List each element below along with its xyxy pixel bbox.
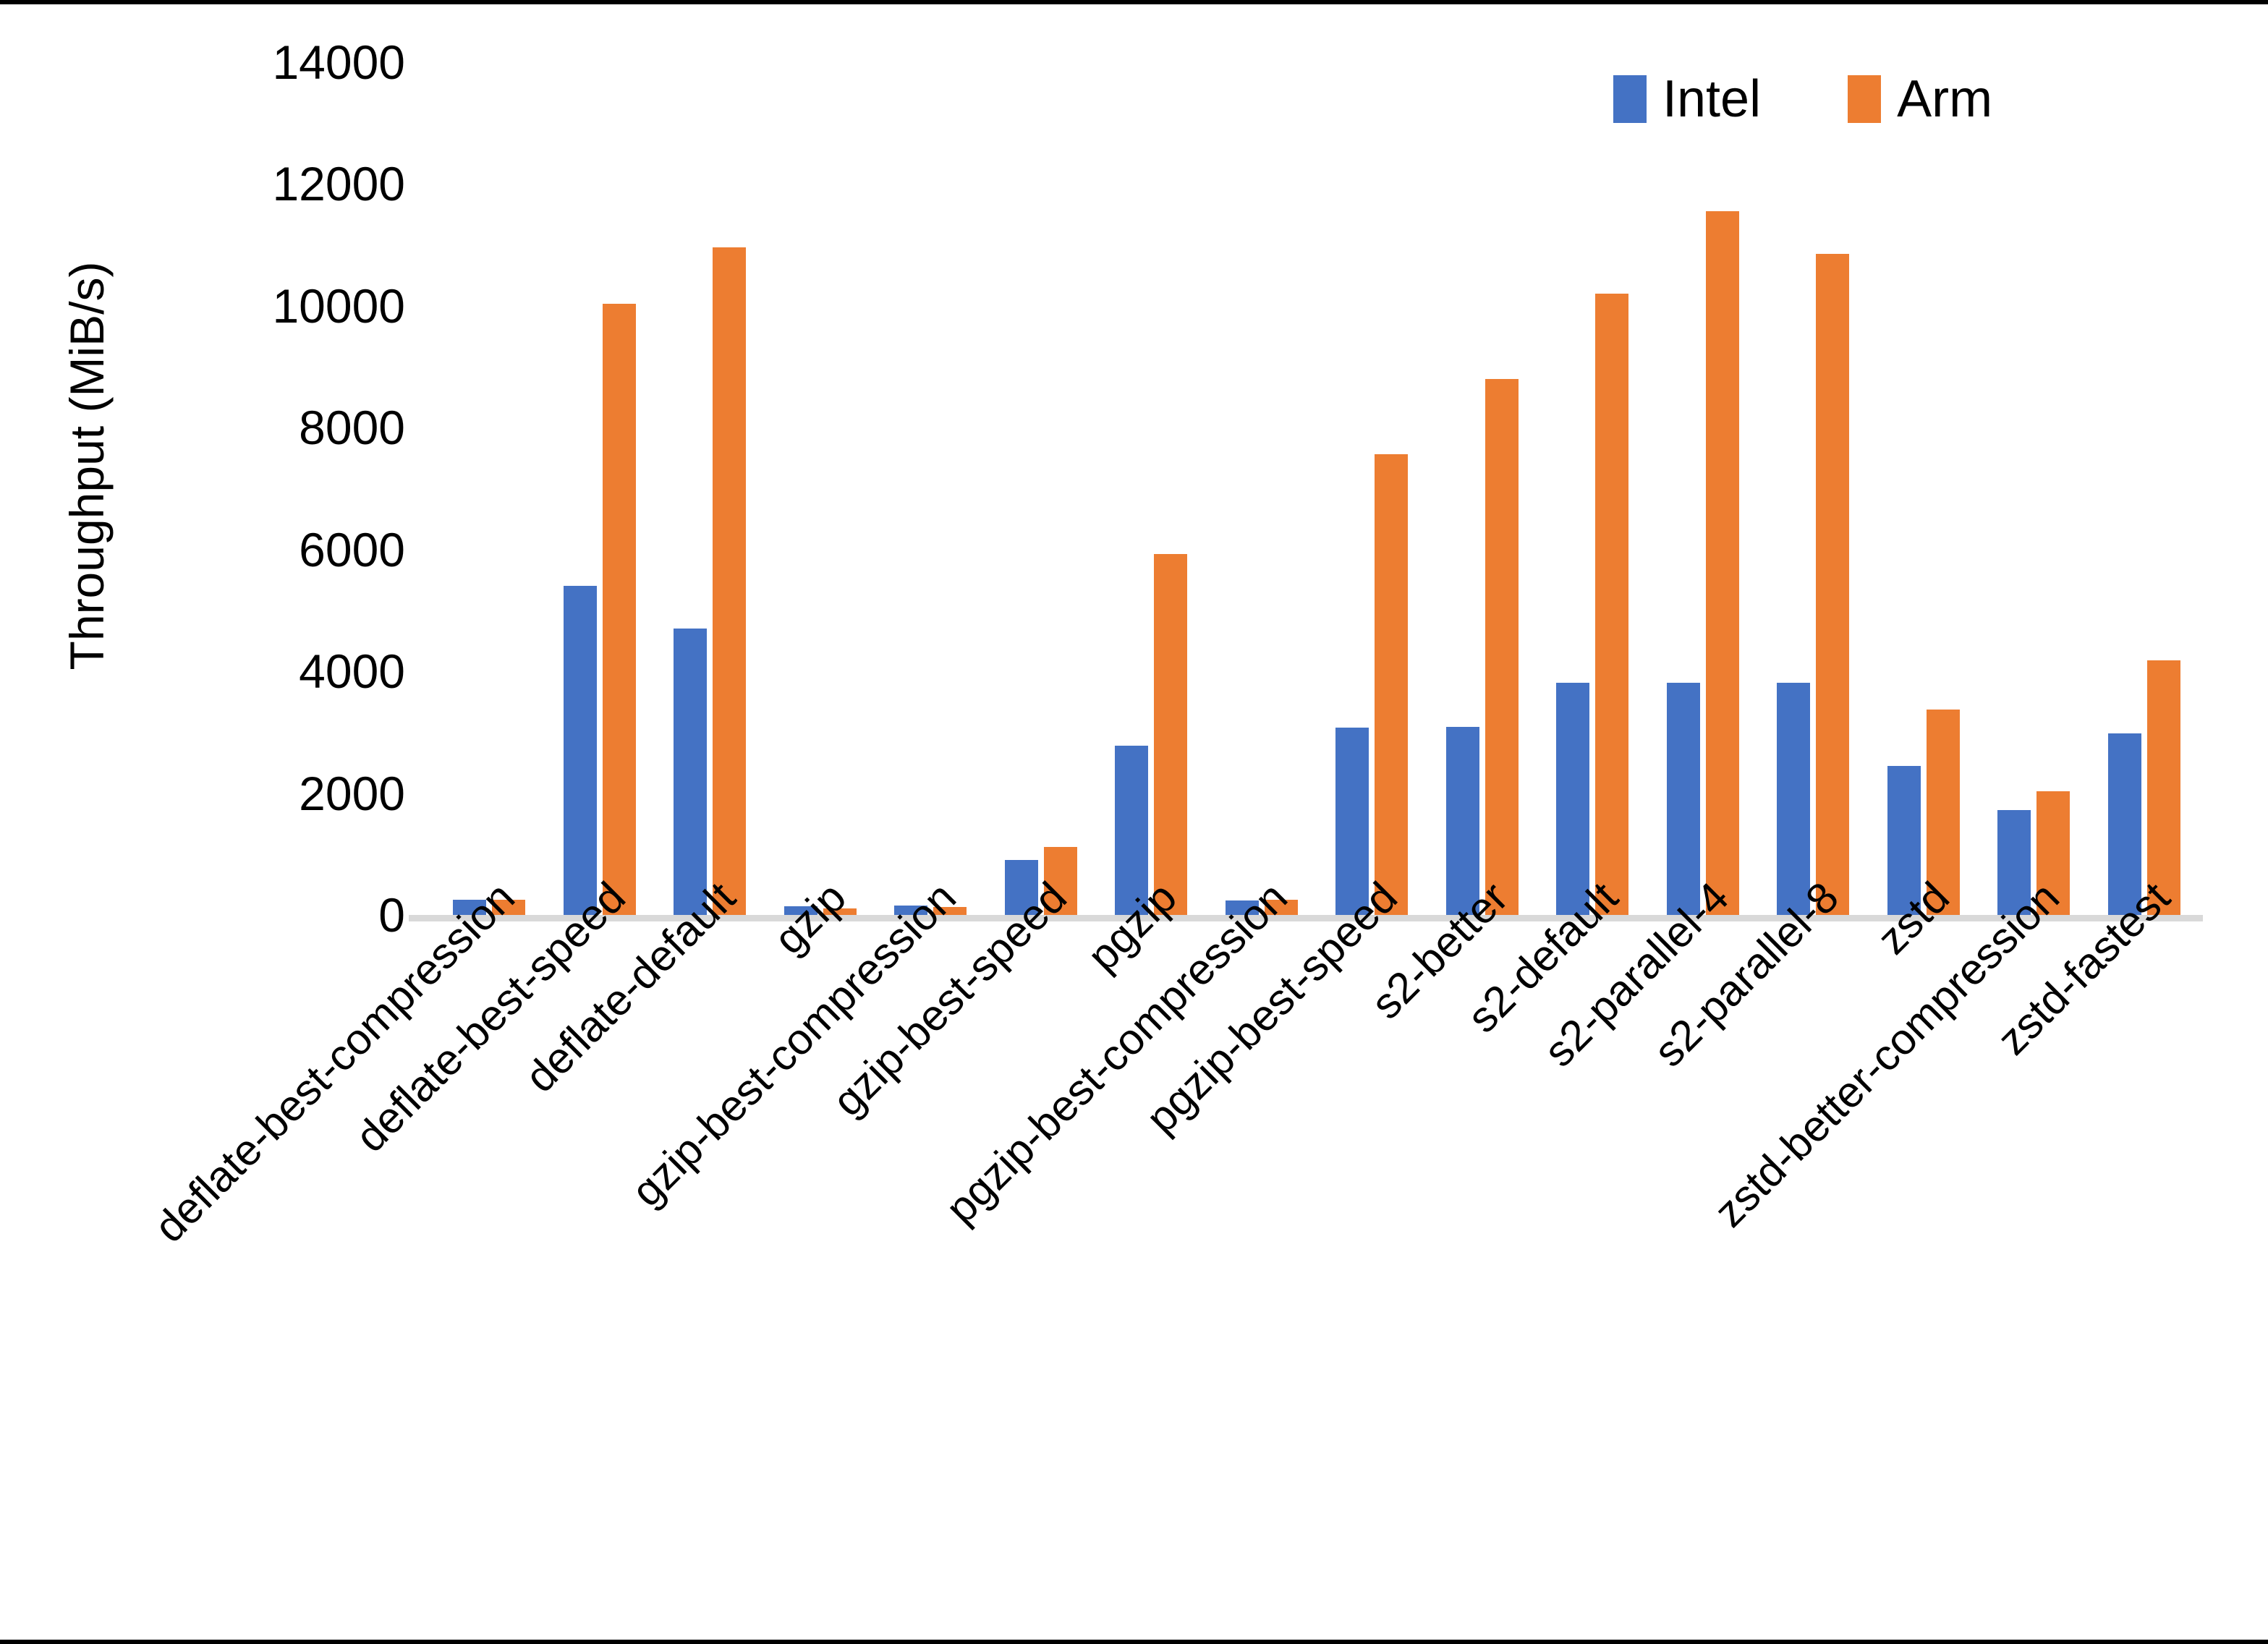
- bar-group: [894, 62, 967, 915]
- bar-arm[interactable]: [1705, 211, 1739, 915]
- y-axis-tick-label: 0: [378, 888, 405, 942]
- bar-intel[interactable]: [1004, 860, 1038, 915]
- bar-arm[interactable]: [1816, 254, 1850, 915]
- legend-swatch-icon: [1613, 75, 1647, 123]
- bar-arm[interactable]: [2146, 660, 2180, 915]
- bar-group: [1777, 62, 1850, 915]
- bar-arm[interactable]: [2036, 791, 2070, 915]
- bar-intel[interactable]: [1777, 683, 1811, 915]
- bar-intel[interactable]: [894, 906, 928, 915]
- bar-arm[interactable]: [713, 247, 747, 915]
- plot-area: [409, 62, 2203, 921]
- bar-arm[interactable]: [1264, 899, 1298, 915]
- bar-group: [674, 62, 747, 915]
- bar-intel[interactable]: [453, 899, 487, 915]
- bar-intel[interactable]: [2107, 733, 2141, 915]
- y-axis-tick-label: 8000: [299, 401, 405, 455]
- y-axis-tick-label: 6000: [299, 522, 405, 576]
- bar-group: [1445, 62, 1519, 915]
- bar-group: [1997, 62, 2070, 915]
- bar-group: [2107, 62, 2180, 915]
- y-axis-tick-label: 12000: [272, 157, 405, 211]
- axis-baseline: [409, 915, 2203, 921]
- bar-arm[interactable]: [1485, 378, 1519, 915]
- bar-group: [1004, 62, 1077, 915]
- bar-intel[interactable]: [1887, 765, 1921, 915]
- bar-intel[interactable]: [563, 586, 597, 915]
- bar-arm[interactable]: [1926, 710, 1960, 915]
- y-axis-tick-label: 4000: [299, 644, 405, 699]
- legend-item-intel[interactable]: Intel: [1613, 73, 1761, 125]
- bar-intel[interactable]: [674, 629, 708, 915]
- bar-intel[interactable]: [1115, 745, 1149, 915]
- legend-item-arm[interactable]: Arm: [1848, 73, 1992, 125]
- legend-label: Arm: [1897, 70, 1993, 128]
- bar-group: [1115, 62, 1188, 915]
- legend-swatch-icon: [1848, 75, 1882, 123]
- bar-group: [563, 62, 636, 915]
- bar-intel[interactable]: [1997, 810, 2031, 915]
- chart-legend: Intel Arm: [1613, 73, 1992, 125]
- bar-group: [1225, 62, 1298, 915]
- bar-intel[interactable]: [1556, 683, 1590, 915]
- bar-group: [1556, 62, 1629, 915]
- y-axis-tick-label: 14000: [272, 35, 405, 89]
- legend-label: Intel: [1662, 70, 1762, 128]
- bar-intel[interactable]: [783, 906, 817, 915]
- bar-intel[interactable]: [1666, 683, 1700, 915]
- bar-arm[interactable]: [823, 908, 857, 915]
- bar-group: [1887, 62, 1960, 915]
- bar-intel[interactable]: [1335, 727, 1369, 915]
- y-axis-tick-label: 10000: [272, 278, 405, 333]
- bar-intel[interactable]: [1445, 726, 1479, 915]
- bar-arm[interactable]: [1595, 294, 1629, 915]
- bar-arm[interactable]: [933, 907, 967, 915]
- y-axis-tick-label: 2000: [299, 766, 405, 820]
- bar-arm[interactable]: [492, 899, 526, 915]
- y-axis-title: Throughput (MiB/s): [60, 261, 114, 670]
- bar-arm[interactable]: [1375, 453, 1409, 915]
- bar-group: [1335, 62, 1409, 915]
- bar-arm[interactable]: [602, 304, 636, 915]
- bar-group: [1666, 62, 1739, 915]
- bar-arm[interactable]: [1154, 553, 1188, 915]
- bar-arm[interactable]: [1043, 846, 1077, 915]
- bar-intel[interactable]: [1225, 900, 1259, 915]
- bar-group: [453, 62, 526, 915]
- bar-group: [783, 62, 857, 915]
